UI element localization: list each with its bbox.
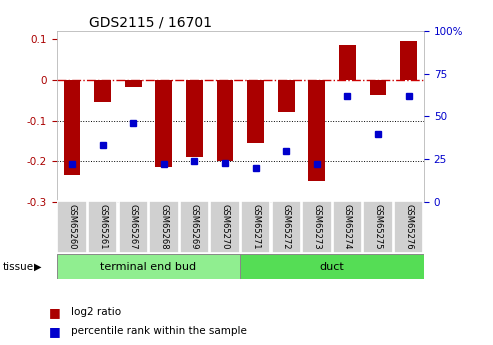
Bar [88, 201, 117, 253]
Bar [394, 201, 423, 253]
Bar [94, 80, 111, 102]
Text: GSM65268: GSM65268 [159, 204, 168, 250]
Text: tissue: tissue [2, 262, 34, 272]
Text: GSM65274: GSM65274 [343, 204, 352, 249]
Bar [309, 80, 325, 181]
Text: ▶: ▶ [34, 262, 41, 272]
Bar [64, 80, 80, 175]
Bar [278, 80, 295, 112]
Text: GSM65275: GSM65275 [374, 204, 383, 249]
Text: GSM65276: GSM65276 [404, 204, 413, 250]
Bar [57, 254, 241, 279]
Bar [400, 41, 417, 80]
Text: GSM65272: GSM65272 [282, 204, 291, 249]
Bar [333, 201, 362, 253]
Bar [155, 80, 172, 167]
Text: GSM65271: GSM65271 [251, 204, 260, 249]
Text: log2 ratio: log2 ratio [71, 307, 122, 317]
Text: GDS2115 / 16701: GDS2115 / 16701 [89, 16, 211, 30]
Bar [363, 201, 393, 253]
Bar [272, 201, 301, 253]
Bar [302, 201, 332, 253]
Text: GSM65273: GSM65273 [313, 204, 321, 250]
Bar [118, 201, 148, 253]
Bar [247, 80, 264, 143]
Bar [57, 201, 87, 253]
Text: ■: ■ [49, 325, 61, 338]
Text: GSM65261: GSM65261 [98, 204, 107, 249]
Bar [241, 254, 424, 279]
Bar [370, 80, 387, 95]
Bar [180, 201, 209, 253]
Text: GSM65260: GSM65260 [68, 204, 76, 249]
Bar [149, 201, 178, 253]
Bar [125, 80, 141, 87]
Text: percentile rank within the sample: percentile rank within the sample [71, 326, 247, 336]
Text: duct: duct [320, 262, 345, 272]
Bar [339, 45, 356, 80]
Text: terminal end bud: terminal end bud [101, 262, 197, 272]
Bar [216, 80, 234, 161]
Text: GSM65269: GSM65269 [190, 204, 199, 249]
Text: GSM65270: GSM65270 [220, 204, 230, 249]
Bar [186, 80, 203, 157]
Bar [211, 201, 240, 253]
Bar [241, 201, 270, 253]
Text: GSM65267: GSM65267 [129, 204, 138, 250]
Text: ■: ■ [49, 306, 61, 319]
